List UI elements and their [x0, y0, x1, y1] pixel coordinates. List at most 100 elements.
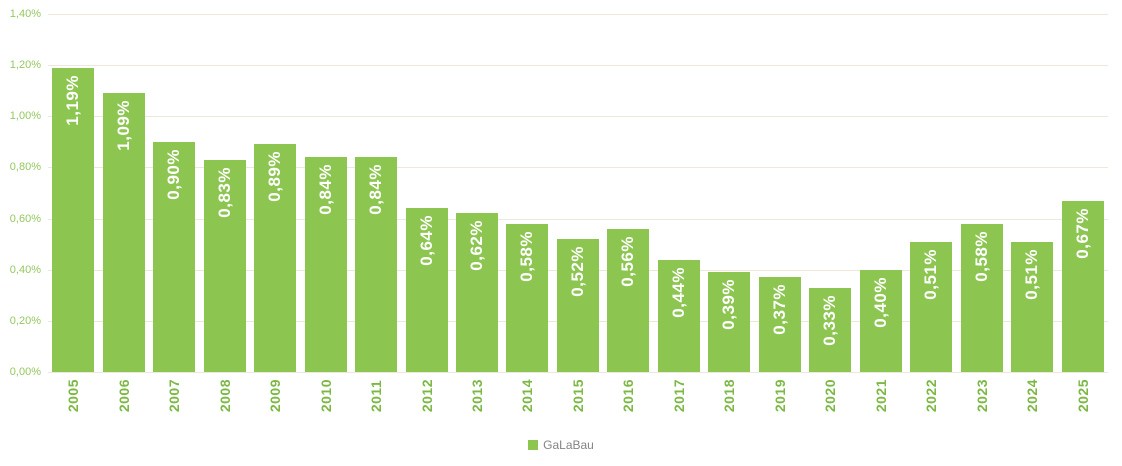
bar-value-label: 0,40%	[870, 276, 890, 328]
bar-value-label: 1,09%	[113, 100, 133, 151]
bar-value-label: 0,58%	[517, 230, 537, 282]
x-tick-label-2023: 2023	[973, 379, 990, 413]
bar-2018: 0,39%	[708, 272, 751, 372]
bar-slot: 0,44%	[654, 14, 704, 372]
bar-2019: 0,37%	[758, 277, 801, 372]
year-slot: 2009	[250, 379, 300, 412]
y-tick-label: 1,20%	[9, 59, 41, 72]
x-tick-label-2022: 2022	[923, 379, 940, 413]
bar-2009: 0,89%	[254, 144, 297, 372]
bar-slot: 1,19%	[48, 14, 98, 372]
bar-value-label: 0,37%	[769, 284, 789, 336]
bar-value-label: 0,83%	[214, 166, 234, 218]
bar-2008: 0,83%	[203, 159, 246, 372]
year-slot: 2016	[603, 379, 653, 412]
bar-slot: 0,39%	[704, 14, 754, 372]
y-tick-label: 0,80%	[9, 161, 41, 174]
year-slot: 2010	[300, 379, 350, 412]
y-tick-label: 1,40%	[9, 8, 41, 20]
x-tick-label-2019: 2019	[771, 379, 788, 413]
x-tick-label-2006: 2006	[115, 379, 132, 413]
legend-swatch-icon	[528, 440, 539, 450]
bar-value-label: 0,84%	[315, 164, 335, 215]
legend: GaLaBau	[0, 438, 1122, 452]
bar-slot: 0,83%	[199, 14, 249, 372]
gridline	[48, 116, 1108, 118]
year-slot: 2025	[1057, 379, 1107, 412]
bar-slot: 0,52%	[553, 14, 603, 372]
bar-value-label: 0,52%	[567, 246, 587, 297]
year-slot: 2017	[654, 379, 704, 412]
y-tick-label: 0,40%	[9, 263, 41, 276]
year-slot: 2013	[452, 379, 502, 412]
y-tick-label: 0,20%	[9, 314, 41, 327]
y-tick-label: 1,00%	[9, 110, 41, 123]
bar-slot: 0,64%	[401, 14, 451, 372]
bar-2012: 0,64%	[405, 208, 448, 372]
bar-slot: 0,84%	[300, 14, 350, 372]
year-slot: 2011	[351, 379, 401, 412]
x-tick-label-2008: 2008	[216, 379, 233, 413]
bar-slot: 0,58%	[502, 14, 552, 372]
legend-label: GaLaBau	[543, 438, 594, 452]
year-slot: 2019	[755, 379, 805, 412]
bar-slot: 0,58%	[956, 14, 1006, 372]
bar-slot: 0,67%	[1057, 14, 1107, 372]
bar-2010: 0,84%	[304, 157, 347, 372]
year-slot: 2014	[502, 379, 552, 412]
x-tick-label-2009: 2009	[267, 379, 284, 413]
bar-2017: 0,44%	[657, 259, 700, 372]
gridline	[48, 372, 1108, 373]
x-tick-label-2013: 2013	[468, 379, 485, 413]
x-tick-label-2005: 2005	[65, 379, 82, 413]
bar-slot: 0,40%	[856, 14, 906, 372]
year-slot: 2012	[401, 379, 451, 412]
bar-slot: 0,37%	[755, 14, 805, 372]
bar-2005: 1,19%	[52, 67, 95, 372]
year-slot: 2015	[553, 379, 603, 412]
bar-slot: 0,84%	[351, 14, 401, 372]
bar-2023: 0,58%	[960, 223, 1003, 372]
plot-area: 1,19% 1,09% 0,90% 0,83% 0,89% 0,84% 0,84% 0,64%…	[48, 14, 1108, 373]
bar-2022: 0,51%	[910, 241, 953, 372]
bar-2007: 0,90%	[153, 141, 196, 372]
x-tick-label-2024: 2024	[1024, 379, 1041, 413]
gridline	[48, 167, 1108, 169]
bar-2021: 0,40%	[859, 269, 902, 372]
y-tick-label: 0,60%	[9, 212, 41, 225]
bar-slot: 1,09%	[98, 14, 148, 372]
gridline	[48, 65, 1108, 67]
x-tick-label-2017: 2017	[670, 379, 687, 413]
bar-2014: 0,58%	[506, 223, 549, 372]
bar-value-label: 0,56%	[618, 235, 638, 287]
year-slot: 2021	[856, 379, 906, 412]
bar-value-label: 0,51%	[1022, 248, 1042, 300]
bar-value-label: 0,33%	[820, 294, 840, 346]
y-tick-label: 0,00%	[9, 366, 41, 378]
bar-value-label: 0,62%	[466, 220, 486, 272]
bar-value-label: 0,89%	[265, 151, 285, 203]
bar-slot: 0,89%	[250, 14, 300, 372]
gridline	[48, 14, 1108, 15]
bar-value-label: 0,44%	[668, 266, 688, 318]
bar-slot: 0,62%	[452, 14, 502, 372]
bar-slot: 0,51%	[1007, 14, 1057, 372]
x-tick-label-2011: 2011	[368, 379, 385, 413]
x-tick-label-2025: 2025	[1074, 379, 1091, 413]
x-tick-label-2010: 2010	[317, 379, 334, 413]
x-tick-label-2007: 2007	[166, 379, 183, 413]
year-slot: 2024	[1007, 379, 1057, 412]
bar-series: 1,19% 1,09% 0,90% 0,83% 0,89% 0,84% 0,84% 0,64%…	[48, 14, 1108, 372]
bar-value-label: 0,90%	[164, 148, 184, 200]
bar-value-label: 0,67%	[1072, 207, 1092, 259]
bar-slot: 0,56%	[603, 14, 653, 372]
bar-value-label: 0,64%	[416, 215, 436, 267]
x-axis-years: 2005 2006 2007 2008 2009 2010 2011 2012 2013 2014…	[48, 379, 1108, 412]
year-slot: 2008	[199, 379, 249, 412]
year-slot: 2022	[906, 379, 956, 412]
bar-2024: 0,51%	[1011, 241, 1054, 372]
x-tick-label-2014: 2014	[519, 379, 536, 413]
bar-slot: 0,51%	[906, 14, 956, 372]
x-tick-label-2012: 2012	[418, 379, 435, 413]
year-slot: 2006	[98, 379, 148, 412]
